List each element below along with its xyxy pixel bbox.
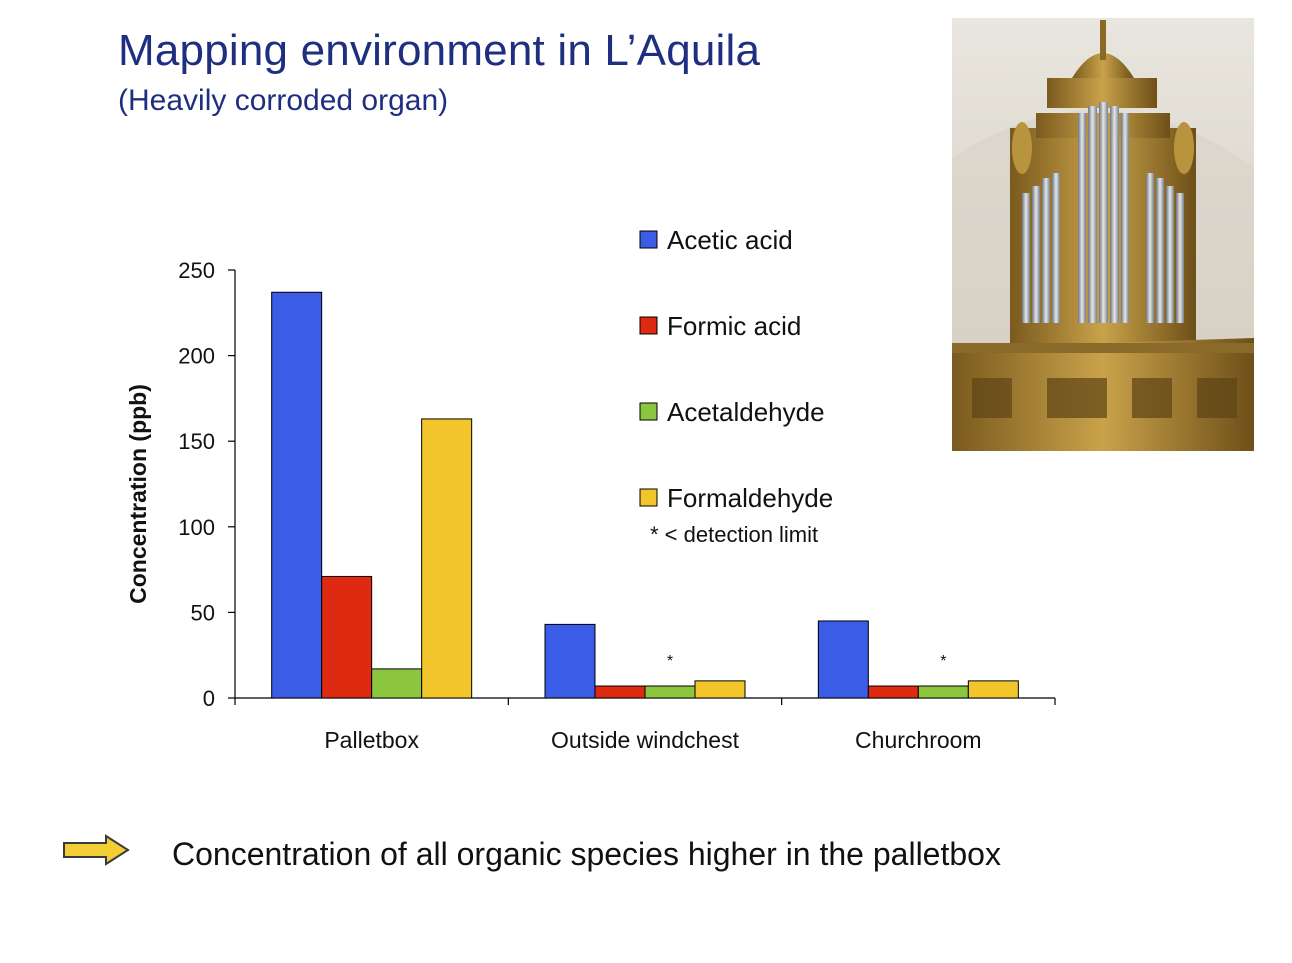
legend-label: Formaldehyde <box>667 483 833 513</box>
bar-formic-acid <box>321 575 373 699</box>
bar-formic-acid <box>867 685 919 699</box>
bar-acetaldehyde <box>644 685 696 699</box>
y-tick-label: 100 <box>178 515 215 540</box>
y-axis-label: Concentration (ppb) <box>125 384 151 604</box>
bar-formaldehyde <box>421 418 473 699</box>
legend-swatch <box>639 230 658 249</box>
bar-formaldehyde <box>967 680 1019 699</box>
y-tick-label: 50 <box>191 600 215 625</box>
legend-label: Acetic acid <box>667 225 793 255</box>
x-tick-label: Palletbox <box>324 727 419 753</box>
slide-subtitle: (Heavily corroded organ) <box>118 84 449 117</box>
legend-swatch <box>639 402 658 421</box>
bar-acetaldehyde <box>371 668 423 699</box>
bar-acetic-acid <box>817 620 869 699</box>
bar-formic-acid <box>594 685 646 699</box>
x-tick-label: Outside windchest <box>551 727 740 753</box>
y-tick-label: 250 <box>178 258 215 283</box>
conclusion-text: Concentration of all organic species hig… <box>172 836 1001 872</box>
legend-swatch <box>639 488 658 507</box>
legend-swatch <box>639 316 658 335</box>
bar-acetic-acid <box>271 291 323 699</box>
legend-note: * < detection limit <box>650 522 818 547</box>
bar-acetaldehyde <box>917 685 969 699</box>
slide-title: Mapping environment in L’Aquila <box>118 26 761 75</box>
bar-acetic-acid <box>544 623 596 699</box>
annotation-asterisk: * <box>667 653 673 670</box>
annotation-asterisk: * <box>940 653 946 670</box>
legend-label: Acetaldehyde <box>667 397 825 427</box>
legend-label: Formic acid <box>667 311 801 341</box>
concentration-bar-chart: 0 50 100 150 200 250 Concentration (ppb) Pallet… <box>125 225 1056 753</box>
organ-photo <box>952 18 1254 451</box>
y-tick-label: 150 <box>178 429 215 454</box>
arrow-right-icon <box>63 834 130 866</box>
x-tick-label: Churchroom <box>855 727 982 753</box>
y-tick-label: 200 <box>178 344 215 369</box>
arrow-shape <box>63 834 130 866</box>
y-tick-label: 0 <box>203 686 215 711</box>
bar-formaldehyde <box>694 680 746 699</box>
